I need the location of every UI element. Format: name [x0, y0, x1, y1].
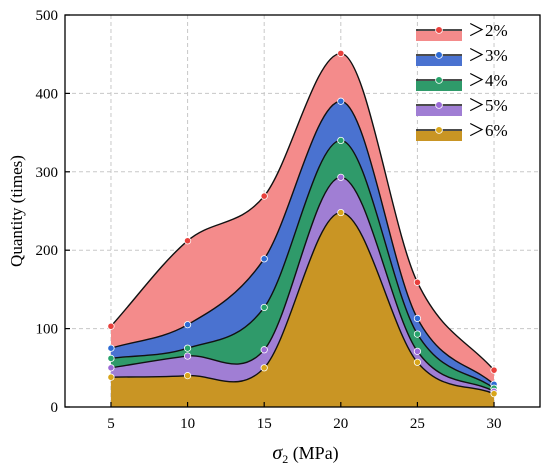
data-point-s2-20 [337, 97, 345, 105]
x-axis-title-subscript: 2 [282, 452, 288, 466]
legend-swatch [416, 81, 462, 91]
legend-label: ＞4% [468, 71, 508, 90]
data-point-s2-10 [183, 321, 192, 329]
data-point-s1-5 [107, 322, 115, 330]
y-tick-label: 200 [36, 243, 59, 259]
legend-marker [435, 101, 443, 109]
x-axis-title-symbol: σ [272, 442, 283, 464]
data-point-s2-15 [260, 255, 268, 263]
data-point-s3-5 [107, 354, 115, 362]
y-axis-title: Quantity (times) [7, 155, 26, 267]
legend-swatch [416, 106, 462, 116]
series-area-5 [110, 212, 495, 407]
legend-marker [435, 76, 443, 84]
data-point-s3-20 [337, 136, 345, 145]
data-point-s2-25 [413, 314, 422, 323]
marker-layer [107, 49, 498, 398]
legend-swatch [416, 131, 462, 141]
data-point-s5-10 [183, 372, 192, 380]
y-tick-label: 400 [36, 86, 59, 102]
data-point-s3-25 [413, 330, 422, 338]
data-point-s1-15 [260, 192, 268, 200]
data-point-s1-10 [183, 237, 192, 245]
legend-swatch [416, 31, 462, 41]
x-tick-label: 15 [257, 416, 272, 432]
y-tick-label: 100 [36, 322, 59, 338]
data-point-s4-20 [337, 173, 345, 181]
legend: ＞2% ＞3% ＞4% ＞5% ＞6% [416, 21, 508, 141]
data-point-s5-15 [260, 364, 268, 372]
data-point-s3-10 [183, 344, 192, 352]
x-tick-label: 20 [333, 416, 348, 432]
y-tick-label: 500 [36, 8, 59, 24]
legend-label: ＞2% [468, 21, 508, 40]
x-axis-title: σ2 (MPa) [272, 442, 338, 466]
x-axis-title-unit: (MPa) [288, 443, 339, 464]
legend-marker [435, 51, 443, 59]
data-point-s4-15 [260, 346, 268, 354]
y-tick-label: 300 [36, 165, 59, 181]
data-point-s1-25 [413, 278, 422, 286]
x-tick-label: 10 [180, 416, 195, 432]
x-tick-label: 25 [410, 416, 425, 432]
data-point-s4-5 [107, 364, 115, 372]
x-tick-label: 5 [107, 416, 115, 432]
legend-label: ＞5% [468, 96, 508, 115]
plot-frame [64, 14, 541, 408]
legend-label: ＞3% [468, 46, 508, 65]
data-point-s5-30 [490, 390, 498, 398]
data-point-s3-15 [260, 303, 268, 312]
data-point-s1-20 [337, 49, 345, 58]
x-tick-label: 30 [487, 416, 502, 432]
data-point-s1-30 [490, 366, 498, 374]
data-point-s2-5 [107, 344, 115, 352]
data-point-s5-20 [337, 208, 345, 217]
legend-swatch [416, 56, 462, 66]
data-point-s5-25 [413, 358, 422, 366]
legend-marker [435, 26, 443, 34]
legend-marker [435, 126, 443, 134]
data-point-s4-25 [413, 347, 422, 355]
y-tick-label: 0 [51, 400, 59, 416]
data-point-s5-5 [107, 373, 115, 381]
data-point-s4-10 [183, 352, 192, 360]
legend-label: ＞6% [468, 121, 508, 140]
